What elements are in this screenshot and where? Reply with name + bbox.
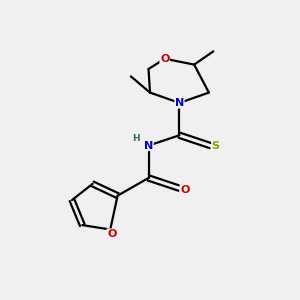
Text: N: N: [144, 141, 153, 151]
Text: O: O: [180, 185, 189, 195]
Text: N: N: [175, 98, 184, 108]
Text: H: H: [132, 134, 140, 143]
Text: O: O: [107, 229, 116, 239]
Text: S: S: [212, 141, 220, 151]
Text: O: O: [160, 54, 169, 64]
